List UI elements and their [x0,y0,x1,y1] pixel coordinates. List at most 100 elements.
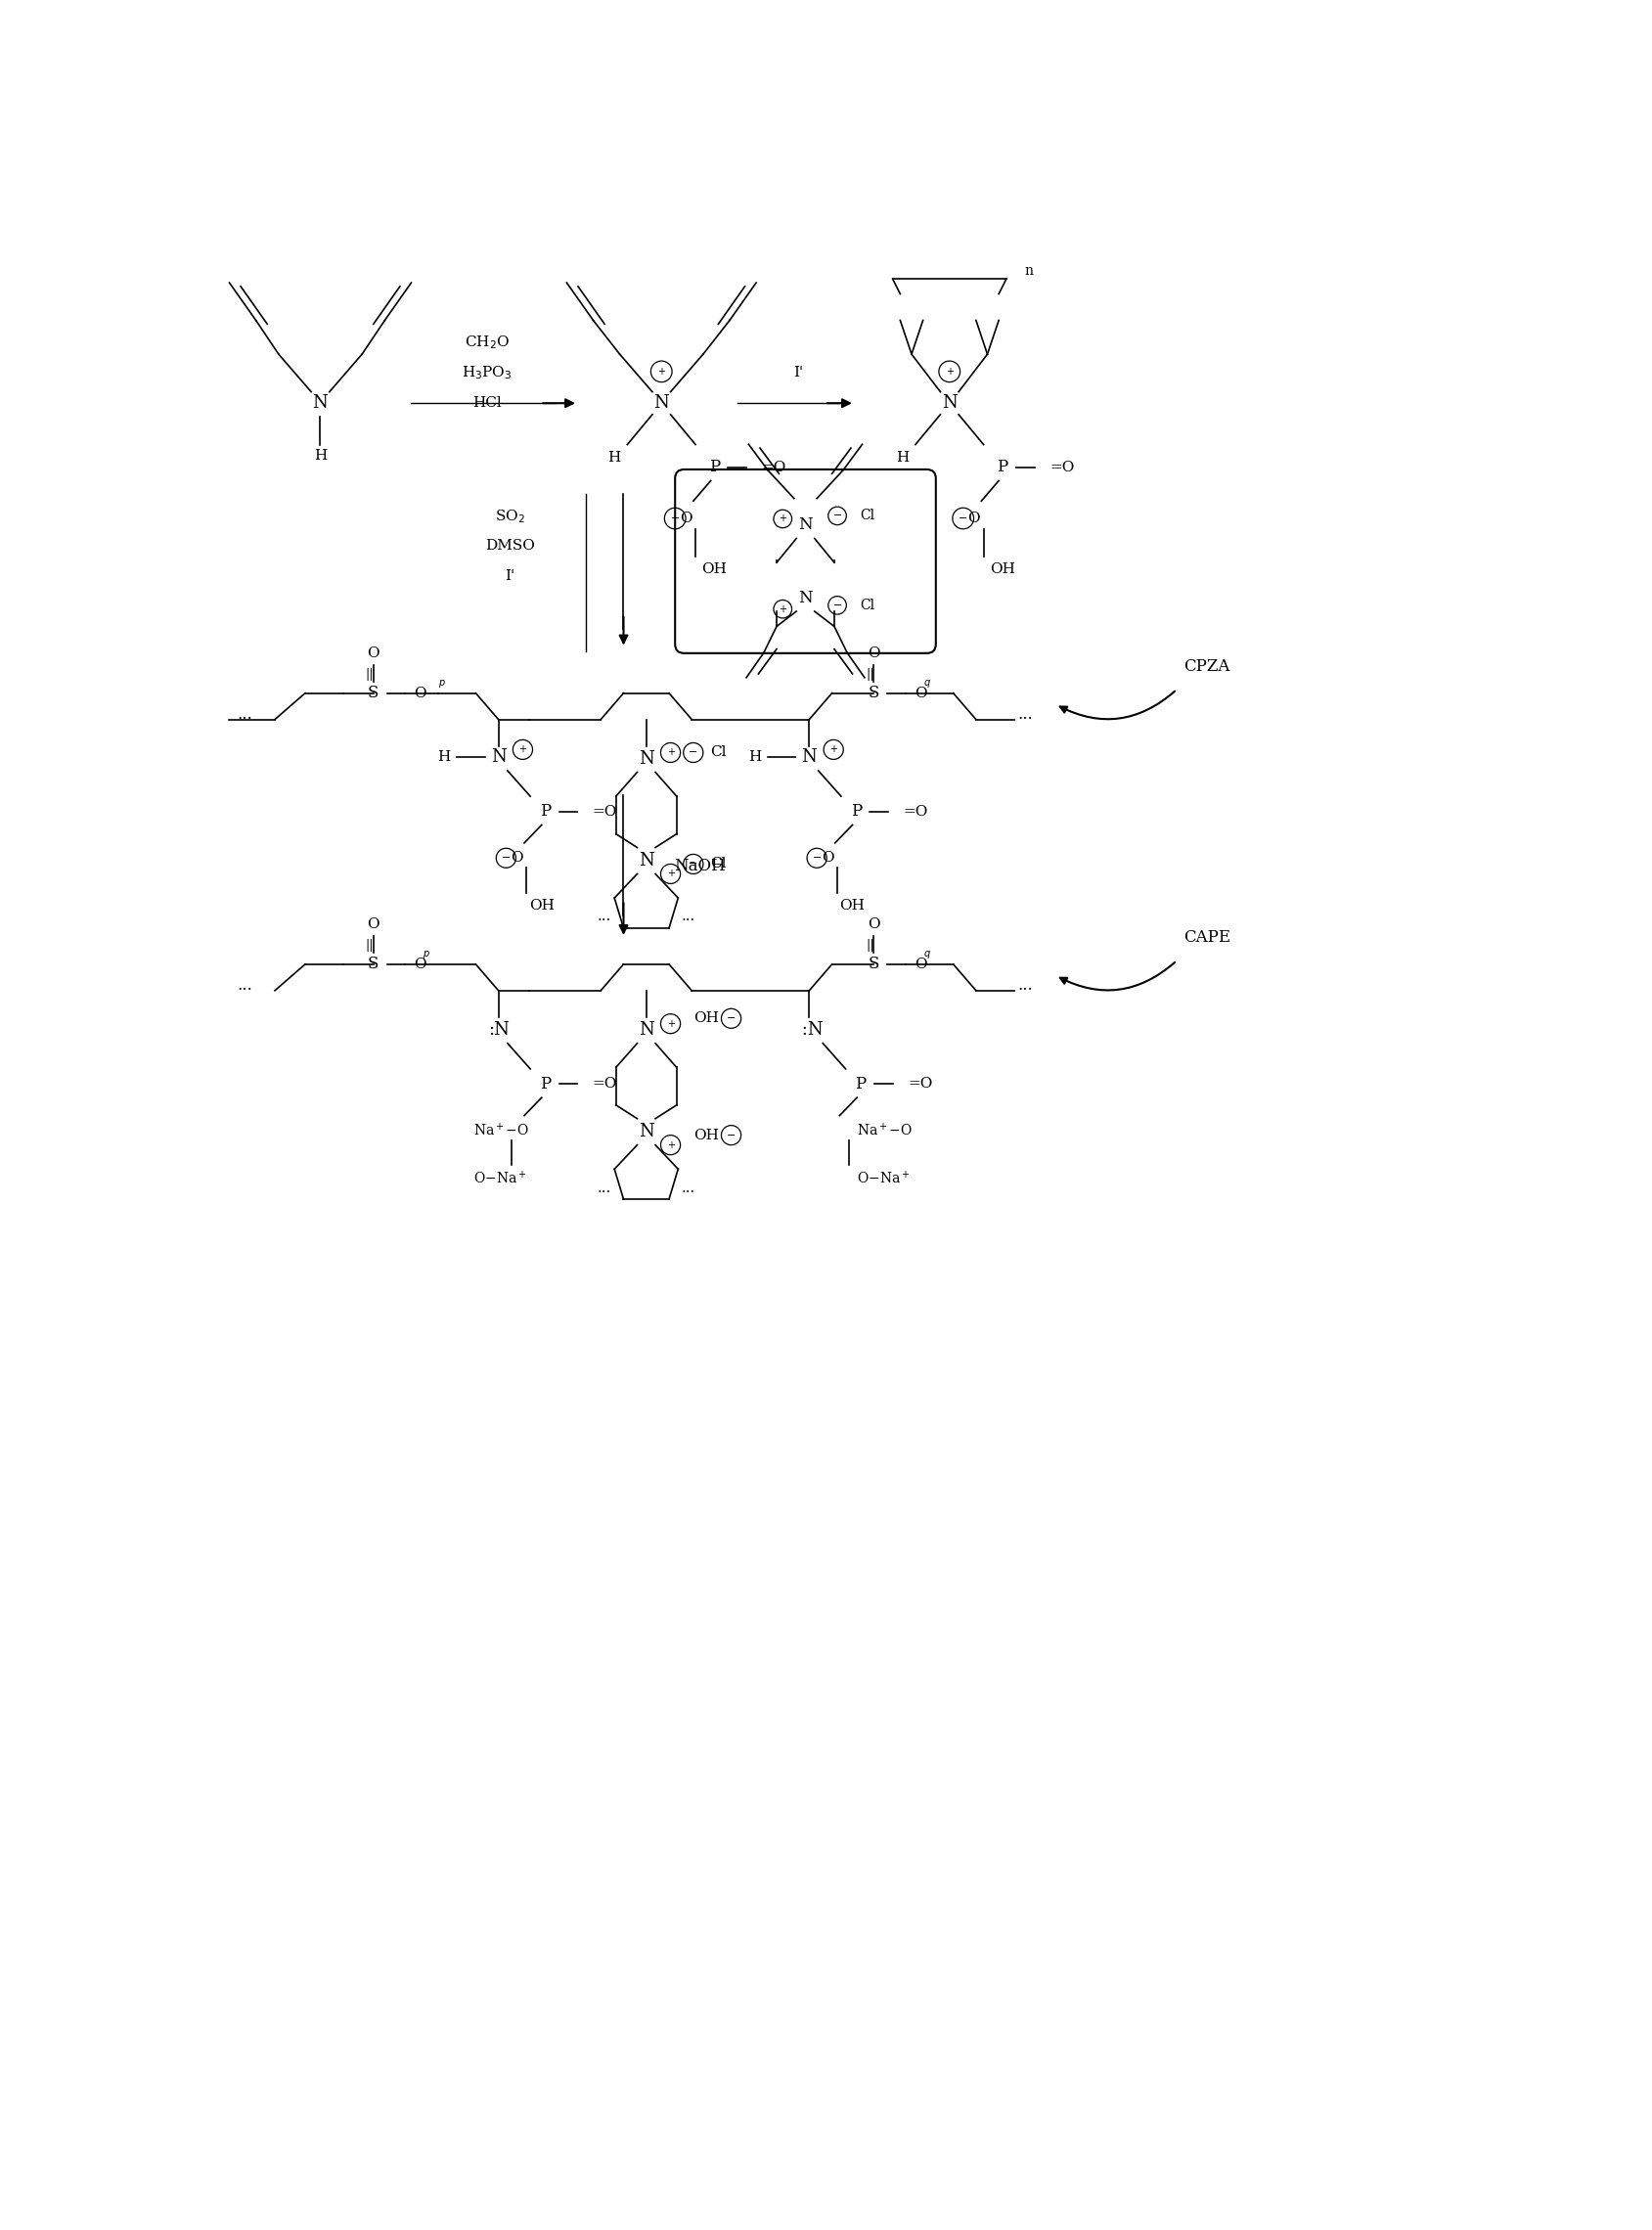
Text: +: + [945,366,953,377]
Text: ...: ... [681,1182,694,1195]
Text: CPZA: CPZA [1183,658,1229,676]
Text: N: N [653,395,669,413]
Text: +: + [657,366,666,377]
Text: $_p$: $_p$ [423,948,430,961]
Text: O: O [415,957,426,970]
Text: $_p$: $_p$ [438,676,444,689]
Text: O: O [914,687,927,700]
Text: NaOH: NaOH [674,859,725,874]
Text: N: N [312,395,327,413]
Text: −: − [727,1015,735,1024]
Text: O: O [914,957,927,970]
Text: H: H [748,749,760,765]
Text: N: N [638,1021,654,1039]
Text: H: H [608,450,621,464]
Text: N: N [638,1122,654,1140]
Text: −: − [811,854,821,863]
Text: N: N [491,749,506,765]
Text: =O: =O [762,459,786,475]
Text: ...: ... [598,1182,611,1195]
Text: −: − [727,1131,735,1140]
Text: $_q$: $_q$ [922,676,930,689]
Text: H: H [314,448,327,462]
Text: +: + [829,745,838,754]
Text: O−Na$^+$: O−Na$^+$ [472,1171,527,1186]
Text: −: − [501,854,510,863]
Text: O: O [367,917,380,932]
Text: Na$^+$−O: Na$^+$−O [472,1122,529,1140]
Text: O: O [821,852,833,865]
Text: =O: =O [591,805,616,818]
Text: H$_3$PO$_3$: H$_3$PO$_3$ [461,363,512,381]
Text: n: n [1024,265,1032,279]
Text: O: O [367,647,380,660]
Text: P: P [540,1075,550,1093]
Text: O: O [867,917,879,932]
Text: OH: OH [692,1128,719,1142]
Text: S: S [368,685,378,702]
Text: SO$_2$: SO$_2$ [494,508,525,524]
Text: I': I' [504,569,514,584]
Text: −: − [833,511,841,522]
Text: DMSO: DMSO [484,540,534,553]
Text: P: P [709,459,720,475]
Text: OH: OH [529,899,553,912]
FancyArrowPatch shape [1059,963,1175,990]
Text: O: O [966,511,980,526]
Text: =O: =O [902,805,927,818]
Text: Cl: Cl [710,745,725,760]
Text: N: N [798,589,813,607]
Text: ...: ... [1018,707,1032,723]
Text: OH: OH [990,562,1014,575]
Text: Cl: Cl [859,508,874,522]
Text: +: + [519,745,527,754]
Text: I': I' [793,366,803,379]
Text: +: + [666,1140,674,1151]
Text: CAPE: CAPE [1183,930,1231,946]
Text: −: − [833,600,841,611]
Text: ...: ... [236,707,253,723]
Text: =O: =O [907,1077,932,1090]
Text: −: − [689,747,697,758]
Text: OH: OH [839,899,864,912]
Text: −: − [958,513,966,524]
Text: P: P [851,803,861,821]
Text: ...: ... [236,977,253,995]
Text: HCl: HCl [472,397,501,410]
Text: N: N [638,749,654,767]
Text: =O: =O [1049,459,1074,475]
Text: N: N [798,517,813,533]
Text: +: + [778,513,786,524]
Text: Cl: Cl [859,598,874,613]
Text: +: + [666,747,674,758]
Text: P: P [854,1075,866,1093]
Text: ...: ... [681,910,694,923]
Text: ||: || [866,939,874,952]
Text: ...: ... [598,910,611,923]
Text: H: H [895,450,909,464]
Text: O: O [415,687,426,700]
Text: OH: OH [692,1012,719,1026]
Text: OH: OH [702,562,727,575]
Text: H: H [438,749,449,765]
Text: +: + [666,870,674,879]
Text: O: O [510,852,522,865]
Text: N: N [942,395,957,413]
Text: :N: :N [487,1021,509,1039]
Text: N: N [638,852,654,870]
Text: −: − [689,859,697,870]
Text: $_q$: $_q$ [922,948,930,961]
Text: ||: || [365,939,373,952]
Text: Na$^+$−O: Na$^+$−O [856,1122,912,1140]
Text: S: S [368,957,378,972]
Text: :N: :N [795,1021,823,1039]
Text: ||: || [866,669,874,680]
Text: P: P [540,803,550,821]
Text: O: O [867,647,879,660]
Text: S: S [867,685,879,702]
Text: =O: =O [591,1077,616,1090]
Text: +: + [778,604,786,613]
Text: +: + [666,1019,674,1028]
Text: O−Na$^+$: O−Na$^+$ [856,1171,910,1186]
Text: O: O [679,511,692,526]
